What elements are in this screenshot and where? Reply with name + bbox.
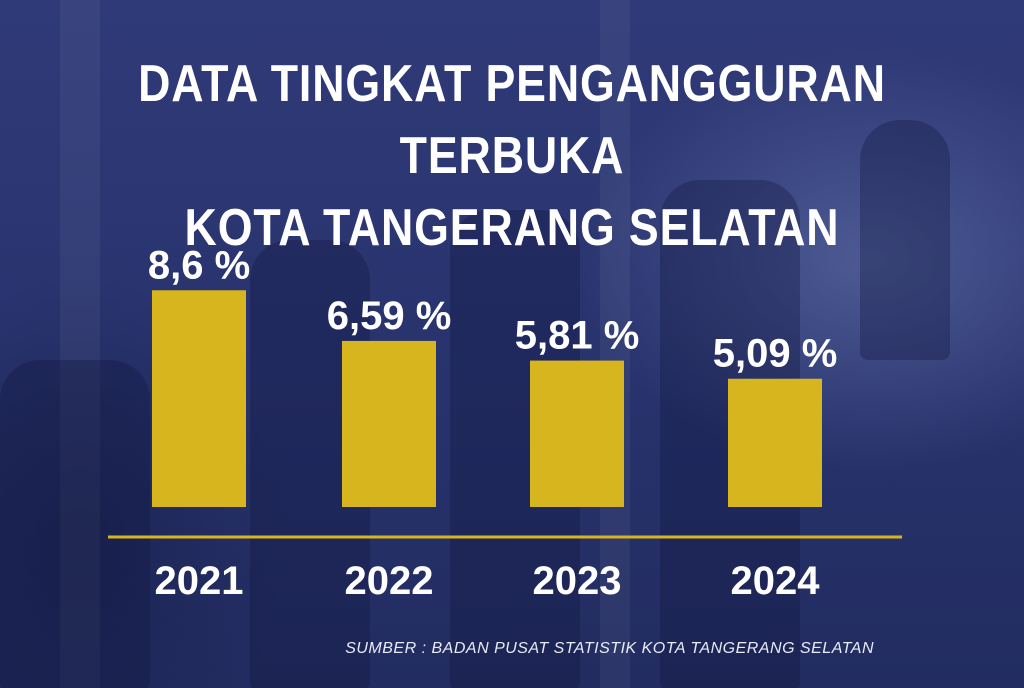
data-label-2024: 5,09 %: [713, 332, 838, 376]
chart-title-line-1: DATA TINGKAT PENGANGGURAN TERBUKA: [138, 55, 886, 185]
bar-2024: [728, 378, 822, 507]
background-person-silhouette: [0, 360, 150, 688]
bar-2022: [342, 340, 436, 507]
x-tick-label-2022: 2022: [345, 559, 434, 603]
x-tick-label-2024: 2024: [731, 559, 821, 603]
data-label-2023: 5,81 %: [515, 314, 640, 358]
background-person-silhouette: [860, 120, 950, 360]
background-pillar: [600, 0, 630, 688]
x-tick-label-2021: 2021: [155, 559, 244, 603]
bar-2021: [152, 290, 246, 507]
data-label-2022: 6,59 %: [327, 294, 452, 338]
chart-title-line-2: KOTA TANGERANG SELATAN: [184, 199, 840, 257]
x-tick-label-2023: 2023: [533, 559, 622, 603]
data-label-2021: 8,6 %: [148, 243, 250, 287]
chart-title: DATA TINGKAT PENGANGGURAN TERBUKA KOTA T…: [72, 48, 953, 264]
bar-2023: [530, 360, 624, 507]
source-note: SUMBER : BADAN PUSAT STATISTIK KOTA TANG…: [345, 640, 874, 657]
background-pillar: [60, 0, 100, 688]
